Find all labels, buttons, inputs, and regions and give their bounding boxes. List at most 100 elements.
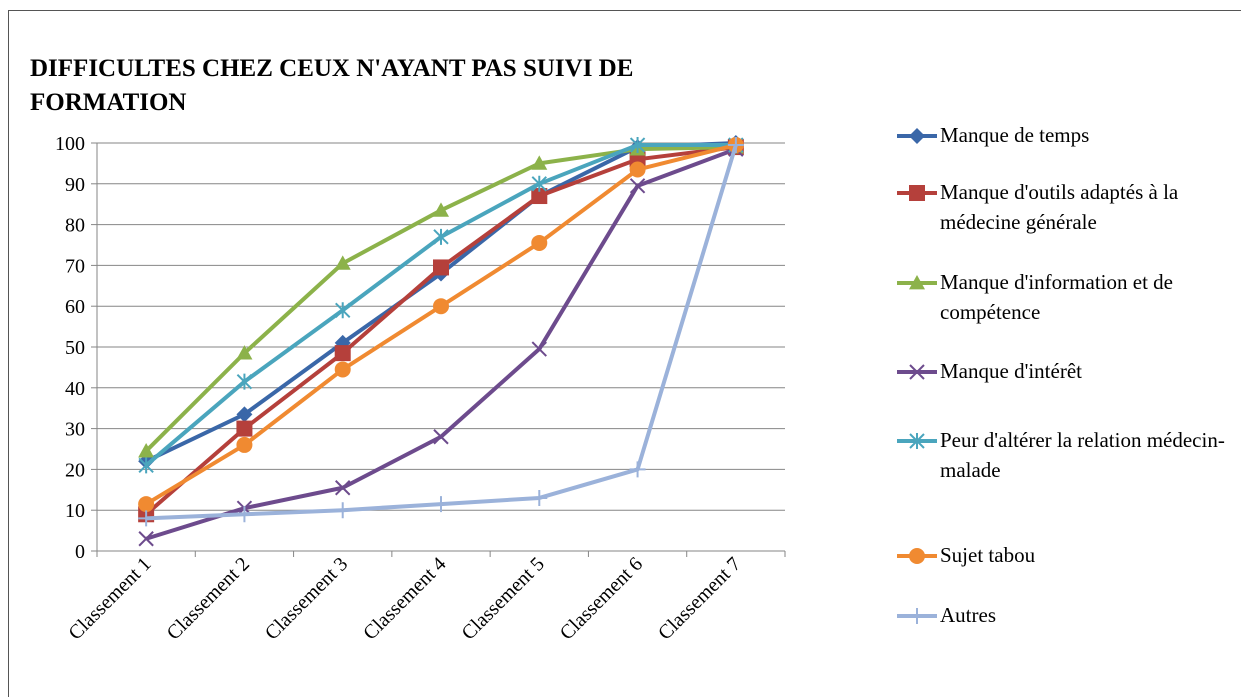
marker-shape [335,302,351,319]
marker [531,341,547,357]
marker [629,178,646,194]
marker-shape [433,259,449,276]
marker-shape [138,443,155,458]
marker-shape [334,255,351,270]
marker-shape [909,185,925,201]
marker-shape [909,275,925,290]
marker-shape [236,345,253,360]
marker [727,137,744,154]
marker-shape [433,429,449,445]
series-line [146,144,738,521]
marker [629,461,646,478]
marker-shape [433,496,449,513]
marker-shape [531,155,548,170]
frame [8,10,1241,697]
marker-shape [909,128,925,144]
y-tick-label: 40 [65,378,85,400]
marker [236,406,253,423]
y-tick-label: 0 [75,541,85,563]
y-tick-label: 90 [65,174,85,196]
marker [335,302,351,319]
marker [334,255,351,270]
marker-shape [138,531,154,547]
x-tick-label: Classement 6 [556,553,647,644]
marker [433,259,449,276]
marker [138,510,155,527]
x-tick-label: Classement 7 [654,553,745,644]
marker [236,373,253,390]
marker-shape [531,489,548,506]
marker [909,364,925,380]
y-tick-label: 100 [55,133,85,155]
marker [531,175,547,192]
marker-shape [433,298,449,315]
marker-shape [334,361,351,378]
marker [236,436,253,453]
y-tick-label: 20 [65,459,85,481]
marker-shape [236,406,253,423]
marker [334,361,351,378]
marker-shape [433,228,449,245]
marker [138,496,155,513]
marker [433,228,449,245]
marker-shape [138,510,155,527]
marker-shape [909,433,925,449]
marker-shape [531,188,548,205]
marker-shape [629,461,646,478]
marker [433,298,449,315]
marker-shape [909,548,925,564]
marker-shape [236,373,253,390]
marker-shape [909,608,925,624]
x-tick-label: Classement 1 [64,553,155,644]
x-tick-label: Classement 2 [163,553,254,644]
marker [909,185,925,201]
marker-shape [727,137,744,154]
marker-shape [629,137,646,154]
marker [236,506,253,523]
marker-shape [334,502,351,519]
legend-label: Manque d'intérêt [940,359,1082,383]
legend-label: Peur d'altérer la relation médecin-malad… [940,428,1225,482]
marker [334,502,351,519]
marker [531,155,548,170]
marker-shape [334,345,351,362]
legend-label: Autres [940,603,996,627]
x-tick-label: Classement 4 [359,553,450,644]
marker [433,496,449,513]
marker [236,420,253,437]
marker-shape [629,161,646,178]
marker-shape [236,436,253,453]
marker [909,128,925,144]
marker-shape [909,364,925,380]
marker [236,345,253,360]
marker [531,234,548,251]
x-tick-label: Classement 5 [457,553,548,644]
marker [531,188,548,205]
marker [909,548,925,564]
marker-shape [138,496,155,513]
marker [433,429,449,445]
series-line [144,145,737,516]
marker-shape [236,506,253,523]
marker [909,433,925,449]
marker-shape [629,178,646,194]
y-tick-label: 60 [65,296,85,318]
legend-label: Manque d'outils adaptés à la médecine gé… [940,180,1179,234]
y-tick-label: 30 [65,419,85,441]
chart-title: DIFFICULTES CHEZ CEUX N'AYANT PAS SUIVI … [30,55,634,116]
x-tick-label: Classement 3 [261,553,352,644]
y-tick-label: 50 [65,337,85,359]
marker [334,345,351,362]
marker [138,531,154,547]
y-tick-label: 70 [65,255,85,277]
marker [909,275,925,290]
series-line [145,143,737,506]
marker-shape [236,420,253,437]
marker-shape [531,341,547,357]
marker [138,457,154,474]
marker [335,480,351,496]
marker [433,202,449,217]
marker-shape [433,202,449,217]
marker [531,489,548,506]
